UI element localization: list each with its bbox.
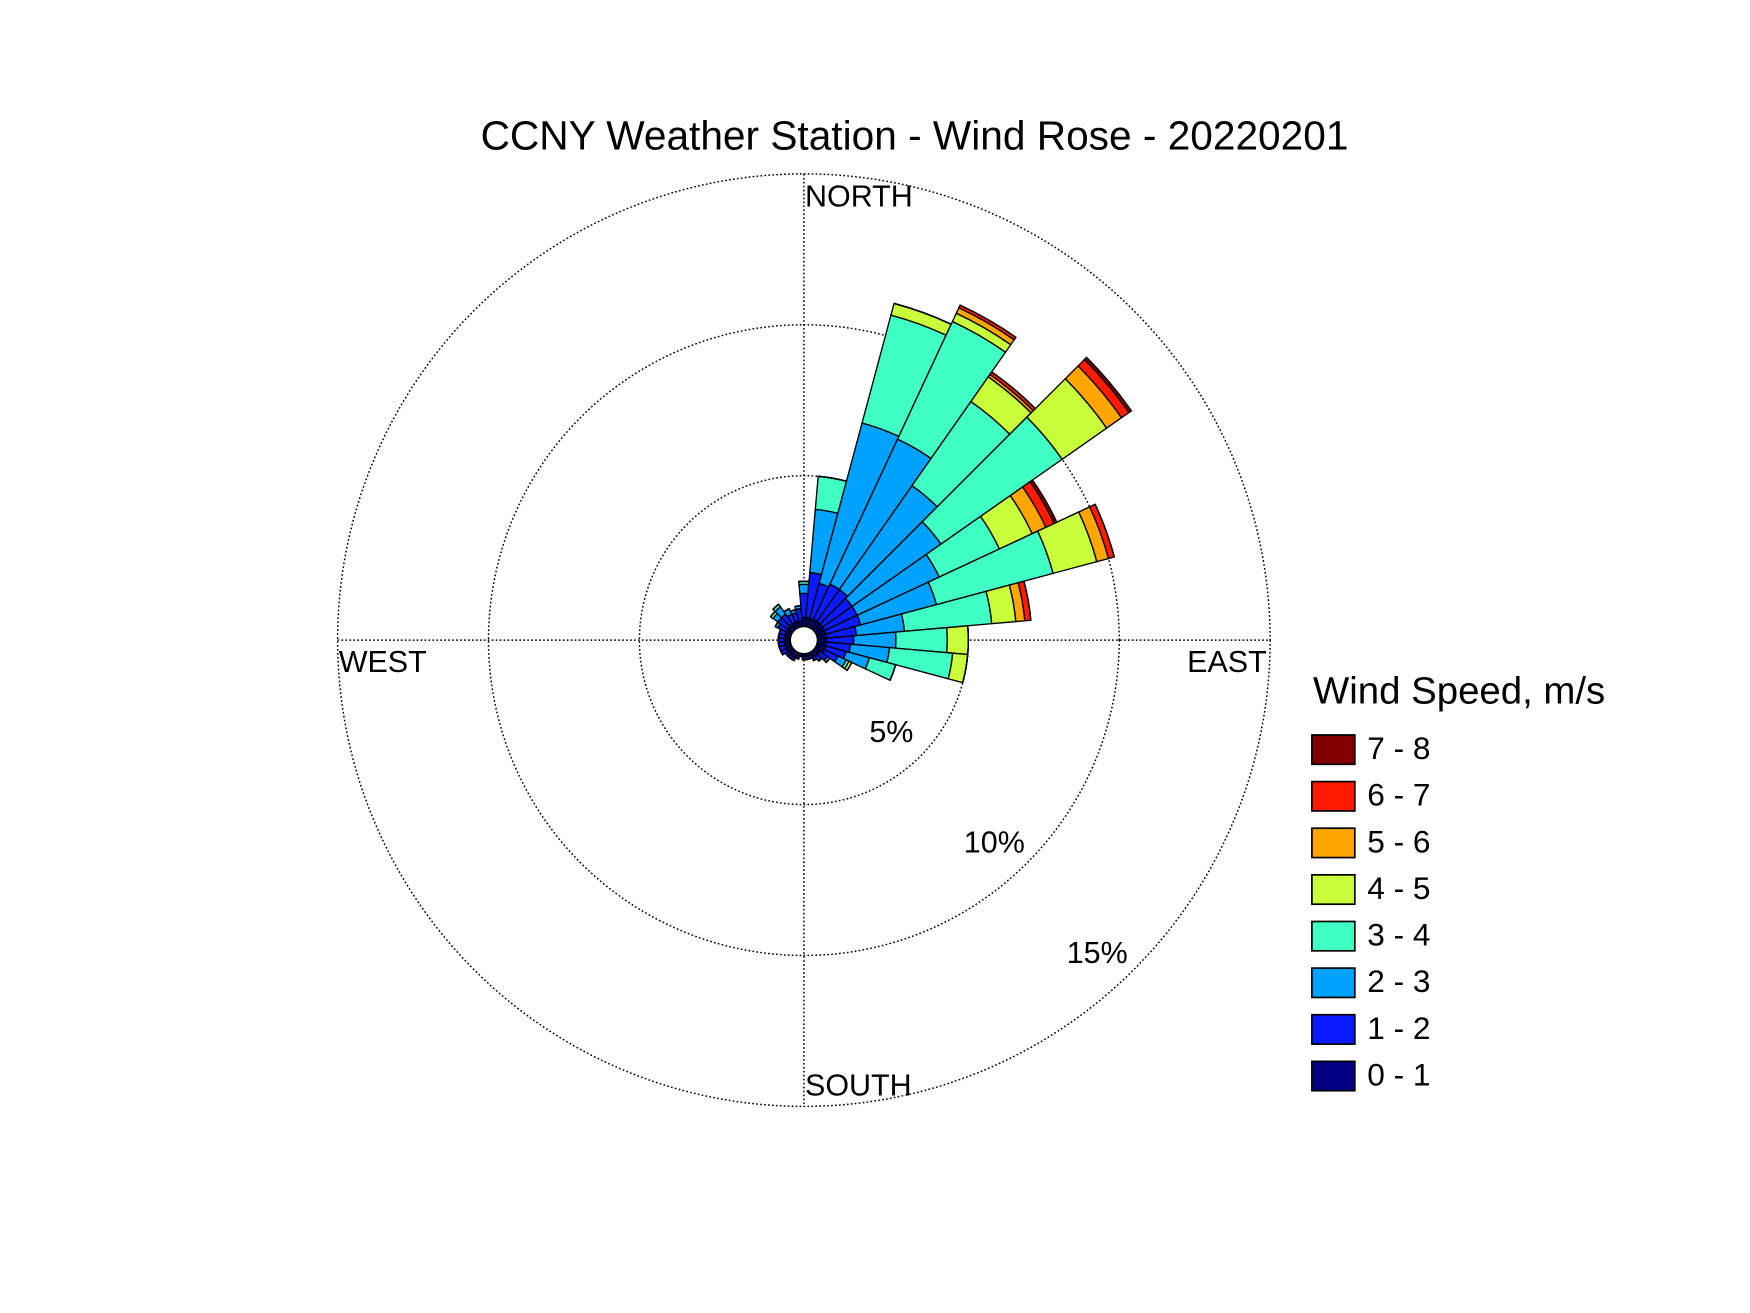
legend-label: 7 - 8 xyxy=(1367,730,1430,766)
wind-segment xyxy=(813,658,818,662)
r-tick-label: 15% xyxy=(1067,936,1128,970)
chart-title: CCNY Weather Station - Wind Rose - 20220… xyxy=(481,113,1349,159)
grid-ring xyxy=(336,173,1271,1108)
wind-segment xyxy=(1094,504,1115,558)
wind-segment xyxy=(772,603,780,610)
legend-swatch xyxy=(1311,873,1356,906)
wind-segment xyxy=(962,654,969,683)
r-tick-label: 10% xyxy=(964,825,1025,859)
wind-segment xyxy=(825,657,831,663)
legend-label: 3 - 4 xyxy=(1367,917,1430,953)
wind-segment xyxy=(1083,356,1133,414)
wind-segment xyxy=(945,625,970,656)
wind-segment xyxy=(886,646,954,680)
legend-swatch xyxy=(1311,827,1356,859)
legend-label: 2 - 3 xyxy=(1367,963,1430,999)
compass-label: EAST xyxy=(1187,645,1267,679)
legend-swatch xyxy=(1311,734,1356,766)
legend-label: 6 - 7 xyxy=(1367,777,1430,813)
legend-swatch xyxy=(1311,1013,1356,1045)
wind-segment xyxy=(1023,580,1032,621)
legend-label: 1 - 2 xyxy=(1367,1010,1430,1046)
legend-swatch xyxy=(1311,1060,1356,1092)
legend-swatch xyxy=(1311,967,1356,999)
center-hole xyxy=(789,625,819,655)
legend-title: Wind Speed, m/s xyxy=(1313,669,1605,712)
compass-label: SOUTH xyxy=(805,1068,912,1102)
compass-label: WEST xyxy=(339,645,427,679)
legend-label: 0 - 1 xyxy=(1367,1057,1430,1093)
legend-swatch xyxy=(1311,780,1356,812)
compass-label: NORTH xyxy=(805,180,913,214)
grid-ring xyxy=(487,324,1120,957)
legend-label: 5 - 6 xyxy=(1367,823,1430,859)
r-tick-label: 5% xyxy=(869,715,913,749)
wind-segment xyxy=(889,664,897,681)
wind-segment xyxy=(967,625,970,655)
legend-label: 4 - 5 xyxy=(1367,870,1430,906)
legend-swatch xyxy=(1311,920,1356,952)
wind-segment xyxy=(794,604,801,608)
wind-segment xyxy=(798,583,810,595)
